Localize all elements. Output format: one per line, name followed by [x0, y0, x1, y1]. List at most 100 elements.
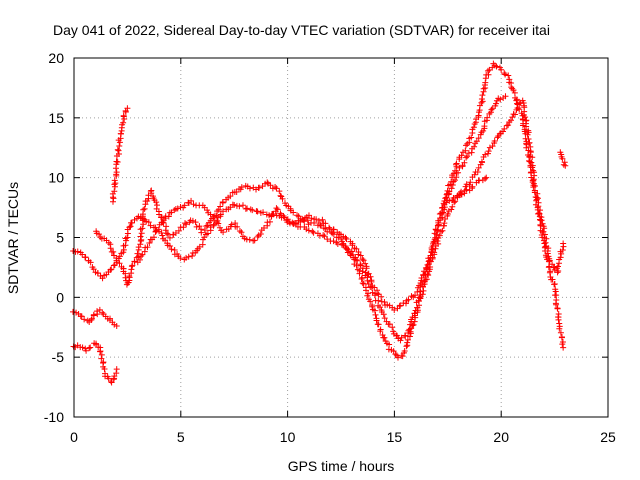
data-point	[124, 105, 131, 112]
data-point	[465, 150, 472, 157]
data-point	[444, 211, 451, 218]
data-point	[297, 219, 304, 226]
data-point	[207, 211, 214, 218]
data-point	[394, 332, 401, 339]
data-point	[273, 185, 280, 192]
data-point	[461, 159, 468, 166]
data-point	[560, 240, 567, 247]
data-point	[88, 317, 95, 324]
data-point	[404, 339, 411, 346]
data-point	[514, 105, 521, 112]
data-point	[88, 315, 95, 322]
data-point	[86, 345, 93, 352]
data-point	[551, 280, 558, 287]
data-point	[201, 227, 208, 234]
data-point	[528, 174, 535, 181]
data-point	[138, 230, 145, 237]
data-point	[453, 160, 460, 167]
data-point	[549, 276, 556, 283]
data-point	[185, 253, 192, 260]
data-point	[107, 245, 114, 252]
data-point	[452, 177, 459, 184]
data-point	[140, 206, 147, 213]
data-point	[110, 248, 117, 255]
data-point	[381, 315, 388, 322]
data-point	[81, 316, 88, 323]
data-point	[529, 179, 536, 186]
data-point	[409, 322, 416, 329]
data-point	[447, 181, 454, 188]
data-point	[552, 292, 559, 299]
data-point	[188, 197, 195, 204]
data-point	[267, 182, 274, 189]
data-point	[545, 258, 552, 265]
data-point	[260, 225, 267, 232]
data-point	[430, 238, 437, 245]
data-point	[363, 265, 370, 272]
data-point	[139, 225, 146, 232]
data-point	[498, 66, 505, 73]
data-point	[168, 246, 175, 253]
data-point	[155, 226, 162, 233]
data-point	[486, 144, 493, 151]
data-point	[128, 219, 135, 226]
data-point	[375, 321, 382, 328]
data-point	[405, 296, 412, 303]
data-point	[458, 152, 465, 159]
data-point	[357, 252, 364, 259]
data-point	[227, 204, 234, 211]
data-point	[480, 85, 487, 92]
series-trace-7	[444, 174, 490, 204]
data-point	[116, 260, 123, 267]
data-point	[374, 290, 381, 297]
data-point	[519, 122, 526, 129]
data-point	[424, 261, 431, 268]
data-point	[363, 287, 370, 294]
data-point	[139, 251, 146, 258]
data-point	[491, 137, 498, 144]
data-point	[256, 184, 263, 191]
data-point	[475, 135, 482, 142]
data-point	[554, 263, 561, 270]
data-point	[497, 96, 504, 103]
y-tick-label: 10	[48, 170, 64, 186]
data-point	[546, 257, 553, 264]
data-point	[146, 240, 153, 247]
data-point	[284, 219, 291, 226]
data-point	[175, 227, 182, 234]
data-point	[493, 63, 500, 70]
data-point	[204, 230, 211, 237]
data-point	[414, 288, 421, 295]
data-point	[557, 254, 564, 261]
data-point	[404, 336, 411, 343]
data-point	[274, 206, 281, 213]
data-point	[407, 328, 414, 335]
data-point	[471, 143, 478, 150]
data-point	[353, 262, 360, 269]
data-point	[514, 100, 521, 107]
data-point	[441, 220, 448, 227]
data-point	[439, 227, 446, 234]
data-point	[449, 182, 456, 189]
data-point	[527, 163, 534, 170]
data-point	[364, 292, 371, 299]
data-point	[249, 207, 256, 214]
y-tick-label: 0	[56, 289, 64, 305]
data-point	[181, 202, 188, 209]
data-point	[482, 79, 489, 86]
data-point	[463, 154, 470, 161]
data-point	[394, 354, 401, 361]
data-point	[94, 270, 101, 277]
data-point	[227, 193, 234, 200]
data-point	[369, 303, 376, 310]
data-point	[213, 212, 220, 219]
data-point	[391, 307, 398, 314]
data-point	[138, 253, 145, 260]
data-point	[482, 175, 489, 182]
data-point	[401, 348, 408, 355]
data-point	[99, 309, 106, 316]
data-point	[198, 229, 205, 236]
x-tick-label: 20	[493, 429, 509, 445]
data-point	[207, 224, 214, 231]
data-point	[502, 71, 509, 78]
